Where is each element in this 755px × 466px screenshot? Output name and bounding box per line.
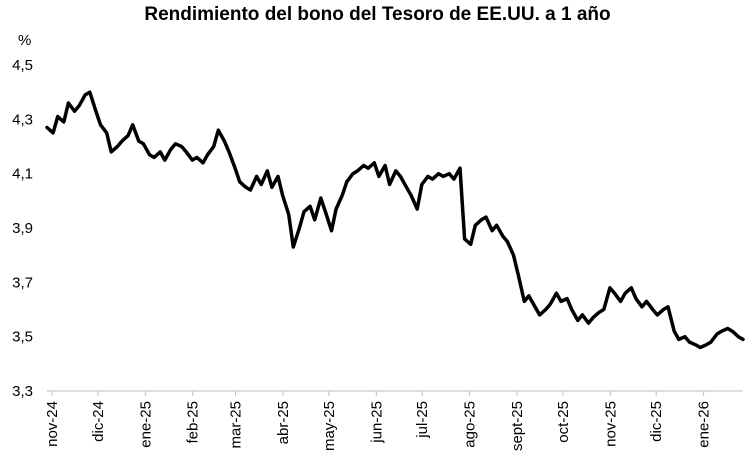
y-axis-unit-label: % xyxy=(18,32,32,49)
x-tick-label: jun-25 xyxy=(368,401,385,444)
x-tick-label: sept-25 xyxy=(509,401,526,451)
series-line xyxy=(45,90,745,350)
x-tick-label: abr-25 xyxy=(275,401,292,444)
y-tick-label: 3,5 xyxy=(12,329,33,346)
x-tick-label: dic-25 xyxy=(648,401,665,442)
x-tick-label: nov-25 xyxy=(602,401,619,447)
x-tick-label: ene-26 xyxy=(696,401,713,448)
y-tick-label: 4,5 xyxy=(12,57,33,74)
x-tick-label: dic-24 xyxy=(90,401,107,442)
y-tick-label: 4,3 xyxy=(12,111,33,128)
x-axis-ticks: nov-24 dic-24 ene-25 feb-25 mar-25 abr-25 may-… xyxy=(44,391,713,451)
chart-title: Rendimiento del bono del Tesoro de EE.UU… xyxy=(144,4,611,25)
x-tick-label: ago-25 xyxy=(462,401,479,448)
y-tick-label: 3,3 xyxy=(12,383,33,400)
x-tick-label: ene-25 xyxy=(137,401,154,448)
y-axis-ticks: 4,5 4,3 4,1 3,9 3,7 3,5 3,3 xyxy=(12,57,33,400)
x-tick-label: feb-25 xyxy=(185,401,202,444)
y-tick-label: 3,9 xyxy=(12,220,33,237)
x-tick-label: oct-25 xyxy=(555,401,572,443)
x-tick-label: nov-24 xyxy=(44,401,61,447)
x-tick-label: jul-25 xyxy=(414,401,431,439)
x-tick-label: mar-25 xyxy=(228,401,245,449)
y-tick-label: 3,7 xyxy=(12,274,33,291)
y-tick-label: 4,1 xyxy=(12,166,33,183)
x-tick-label: may-25 xyxy=(321,401,338,451)
